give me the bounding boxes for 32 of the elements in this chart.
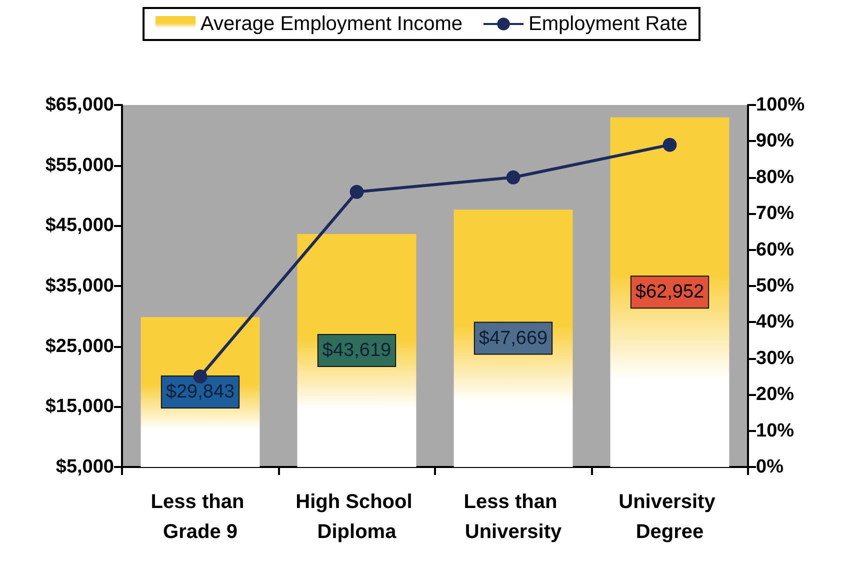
y2-tick-label: 10%	[756, 420, 794, 442]
data-label: $47,669	[478, 328, 548, 349]
y2-tick-label: 80%	[756, 166, 794, 188]
y2-tick-label: 100%	[756, 94, 805, 116]
y-tick-label: $45,000	[45, 215, 114, 236]
point	[350, 184, 364, 199]
y-tick-label: $15,000	[45, 396, 114, 418]
y2-tick-label: 0%	[756, 456, 784, 478]
y2-tick-label: 90%	[756, 130, 794, 152]
point	[662, 138, 677, 152]
data-label: $29,843	[166, 382, 235, 403]
y-tick-label: $65,000	[45, 94, 114, 116]
y2-tick-label: 40%	[756, 312, 794, 333]
y2-tick-label: 30%	[756, 348, 794, 369]
x-tick-label: Less than Grade 9	[150, 491, 250, 543]
y-tick-label: $25,000	[45, 336, 114, 357]
point	[193, 370, 208, 384]
y2-tick-label: 20%	[756, 384, 794, 406]
y-tick-label: $35,000	[45, 276, 114, 296]
legend-label: Employment Rate	[528, 13, 688, 35]
y-tick-label: $5,000	[56, 456, 114, 478]
y2-tick-label: 60%	[756, 239, 794, 260]
data-label: $62,952	[635, 282, 704, 303]
x-tick-label: University Degree	[618, 491, 721, 543]
y2-tick-label: 50%	[756, 276, 794, 296]
x-tick-label: High School Diploma	[296, 491, 418, 543]
y-tick-label: $55,000	[45, 154, 114, 176]
y2-tick-label: 70%	[756, 203, 794, 224]
x-tick-label: Less than University	[464, 491, 563, 543]
point	[506, 170, 520, 184]
data-label: $43,619	[322, 340, 392, 361]
legend-label: Average Employment Income	[200, 13, 463, 35]
